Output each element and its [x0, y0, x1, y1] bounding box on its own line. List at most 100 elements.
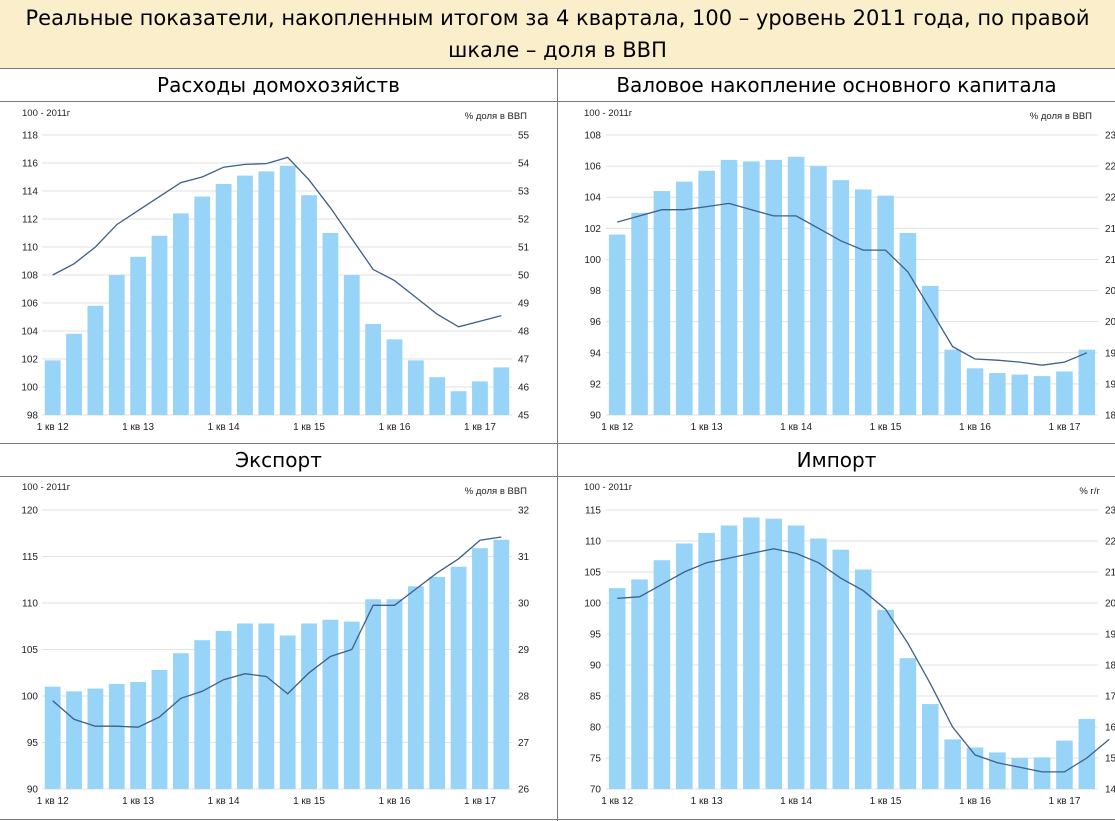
bar: [720, 159, 738, 415]
y-left-tick-label: 110: [22, 599, 38, 610]
y-left-tick-label: 98: [590, 286, 602, 297]
y-left-tick-label: 75: [590, 754, 602, 765]
left-axis-unit: 100 - 2011г: [22, 108, 71, 119]
bar: [87, 688, 104, 789]
y-right-tick-label: 19,5: [1105, 348, 1115, 359]
y-left-tick-label: 115: [585, 506, 601, 517]
bar: [450, 566, 467, 789]
right-axis-unit: % г/г: [1079, 486, 1100, 497]
y-right-tick-label: 29: [518, 645, 530, 656]
y-right-tick-label: 47: [518, 355, 530, 366]
y-right-tick-label: 19,0: [1105, 379, 1115, 390]
y-left-tick-label: 114: [22, 187, 38, 198]
bar: [944, 739, 961, 789]
y-left-tick-label: 100: [21, 692, 38, 703]
right-axis-unit: % доля в ВВП: [1030, 111, 1092, 122]
bar: [899, 233, 917, 415]
y-right-tick-label: 28: [518, 692, 530, 703]
bar: [966, 368, 984, 415]
x-tick-label: 1 кв 17: [464, 422, 496, 433]
bar: [854, 569, 872, 789]
bar: [1078, 718, 1096, 789]
bar: [877, 195, 894, 415]
bar: [237, 623, 253, 789]
y-right-tick-label: 16: [1105, 723, 1115, 734]
bar: [130, 682, 147, 789]
x-tick-label: 1 кв 16: [379, 796, 411, 807]
bar: [386, 599, 403, 789]
x-tick-label: 1 кв 17: [1048, 796, 1080, 807]
bar: [87, 305, 104, 415]
chart-canvas: 90 92 94 96 98 100 102 104 106 108 18,5 19,0 19,5 20,…: [584, 108, 1115, 433]
bar: [472, 548, 488, 789]
y-left-tick-label: 120: [21, 506, 38, 517]
bar: [365, 599, 382, 789]
y-left-tick-label: 102: [584, 224, 601, 235]
x-tick-label: 1 кв 14: [780, 422, 812, 433]
bar: [1033, 376, 1051, 415]
y-left-tick-label: 100: [584, 599, 601, 610]
chart-canvas: 90 95 100 105 110 115 120 26 27 28 29 30 31 32 1 кв 12…: [21, 482, 530, 807]
bar: [279, 165, 296, 415]
bar: [301, 623, 317, 789]
y-right-tick-label: 49: [518, 299, 530, 310]
bar: [215, 184, 232, 415]
y-right-tick-label: 50: [518, 271, 530, 282]
y-right-tick-label: 22: [1105, 537, 1115, 548]
bar-series: [44, 165, 510, 415]
y-left-tick-label: 90: [590, 661, 602, 672]
x-tick-label: 1 кв 14: [208, 796, 240, 807]
vertical-divider: [557, 69, 558, 821]
left-axis-unit: 100 - 2011г: [22, 482, 71, 493]
bar: [698, 532, 715, 789]
y-left-tick-label: 100: [21, 383, 38, 394]
y-left-tick-label: 90: [590, 411, 602, 422]
bar: [653, 560, 671, 789]
bar: [130, 256, 147, 415]
x-tick-label: 1 кв 13: [122, 422, 154, 433]
y-right-tick-label: 46: [518, 383, 530, 394]
y-left-tick-label: 95: [590, 630, 602, 641]
y-left-tick-label: 118: [22, 131, 38, 142]
bar: [1078, 349, 1096, 415]
bar: [787, 156, 805, 415]
page-title: Реальные показатели, накопленным итогом …: [25, 6, 1090, 62]
y-right-tick-label: 17: [1105, 692, 1115, 703]
x-tick-label: 1 кв 17: [1048, 422, 1080, 433]
y-right-tick-label: 55: [518, 131, 530, 142]
x-tick-label: 1 кв 12: [601, 796, 633, 807]
bar: [44, 686, 61, 789]
y-right-tick-label: 20: [1105, 599, 1115, 610]
x-tick-label: 1 кв 12: [37, 796, 69, 807]
chart-canvas: 98 100 102 104 106 108 110 112 114 116 118 45 46 47 48…: [21, 108, 530, 433]
bar: [493, 367, 510, 415]
bar: [365, 324, 382, 415]
y-left-tick-label: 110: [22, 243, 38, 254]
bar: [989, 373, 1006, 415]
y-left-tick-label: 92: [590, 379, 602, 390]
x-tick-label: 1 кв 15: [870, 796, 902, 807]
y-left-tick-label: 94: [590, 348, 602, 359]
bar: [493, 539, 510, 789]
x-tick-label: 1 кв 13: [122, 796, 154, 807]
bar: [675, 181, 693, 415]
y-left-tick-label: 80: [590, 723, 602, 734]
bar: [877, 609, 894, 789]
y-left-tick-label: 90: [27, 785, 39, 796]
chart-canvas: 70 75 80 85 90 95 100 105 110 115 14 15 16 17 18 19 20 21…: [584, 482, 1115, 807]
chart-panel-export: Экспорт 90 95 100 105 110 115 120 26 27 28 29 30 31 3…: [0, 444, 557, 819]
y-right-tick-label: 52: [518, 215, 530, 226]
x-tick-label: 1 кв 15: [293, 422, 325, 433]
bar: [675, 543, 693, 789]
x-tick-label: 1 кв 15: [870, 422, 902, 433]
chart-title: Экспорт: [0, 444, 557, 477]
bar: [322, 619, 339, 789]
y-right-tick-label: 14: [1105, 785, 1115, 796]
y-right-tick-label: 20,5: [1105, 286, 1115, 297]
y-left-tick-label: 95: [27, 738, 39, 749]
bar: [989, 752, 1006, 789]
chart-panel-fixed-capital: Валовое накопление основного капитала 90…: [558, 69, 1115, 443]
bar: [279, 635, 296, 789]
y-right-tick-label: 20,0: [1105, 317, 1115, 328]
bar: [832, 180, 850, 415]
